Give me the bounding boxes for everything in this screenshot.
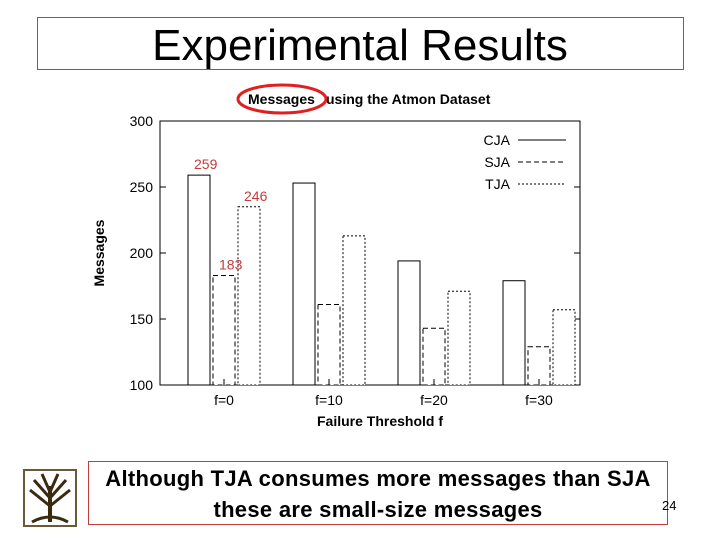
- y-tick-label: 200: [130, 245, 154, 261]
- slide-title: Experimental Results: [152, 21, 568, 70]
- x-tick-label: f=30: [525, 392, 553, 408]
- bar-sja: [422, 327, 446, 386]
- legend-label: CJA: [484, 132, 511, 148]
- bar-tja: [552, 309, 576, 386]
- page-number: 24: [662, 498, 677, 513]
- legend-label: SJA: [484, 154, 510, 170]
- bar-sja: [527, 346, 551, 386]
- value-annotation: 183: [219, 256, 243, 272]
- callout-text-line-2: these are small-size messages: [213, 497, 543, 522]
- highlight-ring: [236, 83, 328, 115]
- legend-label: TJA: [485, 176, 511, 192]
- bar-sja: [212, 274, 236, 386]
- chart-title: using the Atmon Dataset: [326, 91, 491, 107]
- bar-tja: [237, 206, 261, 386]
- bar-cja: [502, 280, 526, 386]
- title-frame: [37, 17, 684, 70]
- x-tick-label: f=10: [315, 392, 343, 408]
- y-tick-label: 150: [130, 311, 154, 327]
- y-tick-label: 100: [130, 377, 154, 393]
- bar-tja: [447, 290, 471, 386]
- x-tick-label: f=20: [420, 392, 448, 408]
- y-tick-label: 300: [130, 113, 154, 129]
- y-axis-label: Messages: [91, 219, 107, 286]
- value-annotation: 259: [194, 156, 218, 172]
- x-axis-label: Failure Threshold f: [317, 413, 443, 429]
- x-tick-label: f=0: [214, 392, 234, 408]
- bar-cja: [292, 182, 316, 386]
- university-tree-logo-icon: [23, 469, 77, 527]
- value-annotation: 246: [244, 188, 268, 204]
- callout-text-line-1: Although TJA consumes more messages than…: [105, 466, 651, 491]
- bar-tja: [342, 235, 366, 386]
- bar-sja: [317, 303, 341, 386]
- y-tick-label: 250: [130, 179, 154, 195]
- chart-title-highlight: Messages: [248, 91, 315, 107]
- callout-frame: [88, 461, 668, 525]
- bar-cja: [397, 260, 421, 386]
- bar-cja: [187, 174, 211, 386]
